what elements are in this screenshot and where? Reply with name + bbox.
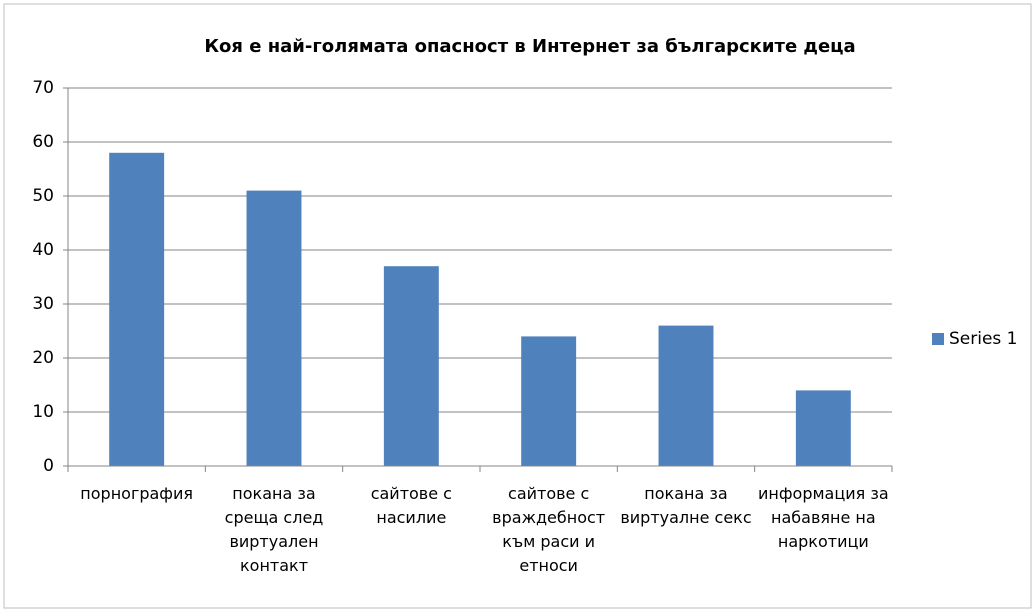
y-tick-label: 30 (32, 294, 54, 314)
y-tick-label: 10 (32, 402, 54, 422)
bar (521, 336, 577, 466)
bar (109, 152, 165, 467)
legend-label: Series 1 (949, 329, 1018, 349)
x-tick-label: покана за виртуалне секс (620, 484, 752, 527)
x-tick-label: сайтове с насилие (370, 484, 452, 527)
y-tick-label: 0 (43, 456, 54, 476)
bar (795, 390, 851, 466)
bar (383, 266, 439, 466)
x-tick-label: порнография (80, 484, 194, 503)
y-tick-label: 20 (32, 348, 54, 368)
legend-swatch (932, 333, 944, 345)
chart-title: Коя е най-голямата опасност в Интернет з… (204, 36, 855, 57)
chart-frame (3, 3, 1032, 609)
y-tick-label: 50 (32, 186, 54, 206)
x-tick-label: сайтове с враждебност към раси и етноси (492, 484, 606, 575)
x-tick-label: информация за набавяне на наркотици (757, 484, 889, 551)
x-tick-label: покана за среща след виртуален контакт (224, 484, 324, 575)
y-tick-label: 60 (32, 132, 54, 152)
bar (658, 325, 714, 466)
y-tick-label: 40 (32, 240, 54, 260)
y-tick-label: 70 (32, 78, 54, 98)
bar (246, 190, 302, 466)
